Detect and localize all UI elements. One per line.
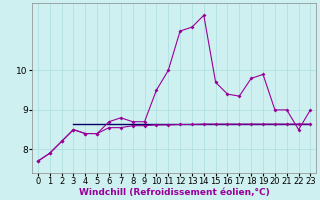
X-axis label: Windchill (Refroidissement éolien,°C): Windchill (Refroidissement éolien,°C) [79,188,269,197]
